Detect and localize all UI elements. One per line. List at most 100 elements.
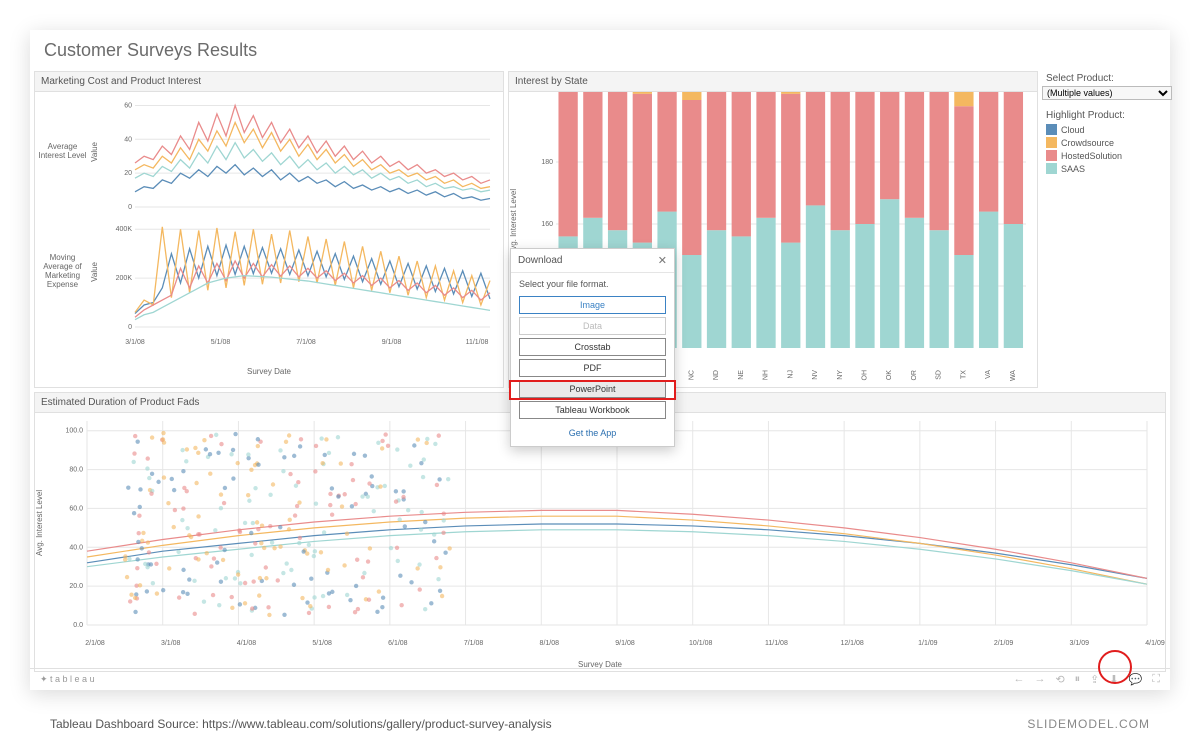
pause-icon[interactable]: ⏸ xyxy=(1075,673,1081,686)
x-axis-marketing: 3/1/085/1/087/1/089/1/0811/1/08 xyxy=(35,332,503,360)
svg-text:2/1/08: 2/1/08 xyxy=(85,640,105,647)
svg-text:NH: NH xyxy=(763,370,770,380)
svg-text:100.0: 100.0 xyxy=(65,428,83,435)
svg-text:NV: NV xyxy=(812,370,819,380)
svg-text:NJ: NJ xyxy=(787,370,794,379)
svg-text:60: 60 xyxy=(124,102,132,109)
get-app-link[interactable]: Get the App xyxy=(511,422,674,446)
download-option-tableau-workbook[interactable]: Tableau Workbook xyxy=(519,401,666,419)
brand-watermark: SLIDEMODEL.COM xyxy=(1027,717,1150,731)
svg-text:NY: NY xyxy=(837,370,844,380)
svg-text:5/1/08: 5/1/08 xyxy=(312,640,332,647)
svg-text:OR: OR xyxy=(911,370,918,381)
legend-label: SAAS xyxy=(1061,164,1085,174)
svg-text:3/1/08: 3/1/08 xyxy=(161,640,181,647)
sidebar: Select Product: (Multiple values) Highli… xyxy=(1042,71,1172,388)
dialog-title: Download xyxy=(518,255,562,266)
svg-text:180: 180 xyxy=(541,159,553,166)
download-option-crosstab[interactable]: Crosstab xyxy=(519,338,666,356)
y-label-2: Value xyxy=(90,262,115,282)
svg-text:3/1/09: 3/1/09 xyxy=(1070,640,1090,647)
legend-swatch xyxy=(1046,150,1057,161)
panel-state-title: Interest by State xyxy=(509,72,1037,92)
svg-text:20.0: 20.0 xyxy=(69,583,83,590)
svg-text:60.0: 60.0 xyxy=(69,505,83,512)
source-line: Tableau Dashboard Source: https://www.ta… xyxy=(50,717,552,731)
svg-text:0.0: 0.0 xyxy=(73,622,83,629)
legend-item[interactable]: HostedSolution xyxy=(1042,149,1172,162)
svg-text:4/1/09: 4/1/09 xyxy=(1145,640,1165,647)
svg-text:4/1/08: 4/1/08 xyxy=(237,640,257,647)
legend-label: Crowdsource xyxy=(1061,138,1114,148)
panel-marketing: Marketing Cost and Product Interest Aver… xyxy=(34,71,504,388)
svg-text:OK: OK xyxy=(886,370,893,380)
download-icon[interactable]: ⬇ xyxy=(1109,673,1118,686)
footer-bar: ✦ t a b l e a u ← → ⟲ ⏸ ⇪ ⬇ 💬 ⛶ xyxy=(30,668,1170,690)
dialog-subtitle: Select your file format. xyxy=(511,273,674,293)
svg-text:9/1/08: 9/1/08 xyxy=(382,339,402,346)
legend-label: Cloud xyxy=(1061,125,1085,135)
svg-text:OH: OH xyxy=(861,370,868,381)
fullscreen-icon[interactable]: ⛶ xyxy=(1152,673,1160,686)
download-option-powerpoint[interactable]: PowerPoint xyxy=(519,380,666,398)
download-option-image[interactable]: Image xyxy=(519,296,666,314)
highlight-product-label: Highlight Product: xyxy=(1042,108,1172,123)
nav-next-icon[interactable]: → xyxy=(1034,673,1045,686)
svg-text:0: 0 xyxy=(128,204,132,211)
svg-text:3/1/08: 3/1/08 xyxy=(125,339,145,346)
svg-text:VA: VA xyxy=(985,370,992,379)
svg-text:8/1/08: 8/1/08 xyxy=(540,640,560,647)
row-label-interest: Average Interest Level xyxy=(35,143,90,161)
svg-text:1/1/09: 1/1/09 xyxy=(918,640,938,647)
svg-text:40.0: 40.0 xyxy=(69,544,83,551)
svg-text:0: 0 xyxy=(128,324,132,331)
svg-text:NC: NC xyxy=(688,370,695,380)
select-product-label: Select Product: xyxy=(1042,71,1172,86)
svg-text:160: 160 xyxy=(541,221,553,228)
reset-icon[interactable]: ⟲ xyxy=(1055,673,1064,686)
chart-expense-lines: 0 200K 400K xyxy=(115,212,495,332)
svg-text:6/1/08: 6/1/08 xyxy=(388,640,408,647)
x-axis-label-marketing: Survey Date xyxy=(35,365,503,378)
svg-text:TX: TX xyxy=(960,370,967,379)
svg-text:7/1/08: 7/1/08 xyxy=(296,339,316,346)
legend-swatch xyxy=(1046,124,1057,135)
chart-interest-lines: 0204060 xyxy=(115,92,495,212)
legend-item[interactable]: Crowdsource xyxy=(1042,136,1172,149)
page-title: Customer Surveys Results xyxy=(30,30,1170,71)
legend-item[interactable]: SAAS xyxy=(1042,162,1172,175)
svg-text:12/1/08: 12/1/08 xyxy=(840,640,863,647)
comment-icon[interactable]: 💬 xyxy=(1129,673,1143,686)
toolbar-icons: ← → ⟲ ⏸ ⇪ ⬇ 💬 ⛶ xyxy=(1013,673,1160,686)
legend: Cloud Crowdsource HostedSolution SAAS xyxy=(1042,123,1172,175)
tableau-logo: ✦ t a b l e a u xyxy=(40,674,95,685)
svg-text:WA: WA xyxy=(1010,370,1017,381)
svg-text:400K: 400K xyxy=(116,226,133,233)
y-label-1: Value xyxy=(90,142,115,162)
svg-text:80.0: 80.0 xyxy=(69,467,83,474)
svg-text:7/1/08: 7/1/08 xyxy=(464,640,484,647)
legend-label: HostedSolution xyxy=(1061,151,1122,161)
x-axis-fads: 2/1/08 3/1/08 4/1/08 5/1/08 6/1/08 7/1/08 8/1/… xyxy=(35,633,1165,653)
select-product-dropdown[interactable]: (Multiple values) xyxy=(1042,86,1172,100)
panel-marketing-title: Marketing Cost and Product Interest xyxy=(35,72,503,92)
svg-text:ND: ND xyxy=(713,370,720,380)
svg-text:200K: 200K xyxy=(116,275,133,282)
svg-text:20: 20 xyxy=(124,170,132,177)
close-icon[interactable]: ✕ xyxy=(658,254,667,267)
svg-text:5/1/08: 5/1/08 xyxy=(211,339,231,346)
svg-text:2/1/09: 2/1/09 xyxy=(994,640,1014,647)
svg-text:9/1/08: 9/1/08 xyxy=(615,640,635,647)
download-option-pdf[interactable]: PDF xyxy=(519,359,666,377)
svg-text:11/1/08: 11/1/08 xyxy=(765,640,788,647)
download-option-data: Data xyxy=(519,317,666,335)
legend-item[interactable]: Cloud xyxy=(1042,123,1172,136)
svg-text:NE: NE xyxy=(738,370,745,380)
svg-text:10/1/08: 10/1/08 xyxy=(689,640,712,647)
nav-prev-icon[interactable]: ← xyxy=(1013,673,1024,686)
legend-swatch xyxy=(1046,163,1057,174)
legend-swatch xyxy=(1046,137,1057,148)
row-label-expense: Moving Average of Marketing Expense xyxy=(35,254,90,289)
share-icon[interactable]: ⇪ xyxy=(1090,673,1099,686)
svg-text:SD: SD xyxy=(936,370,943,380)
